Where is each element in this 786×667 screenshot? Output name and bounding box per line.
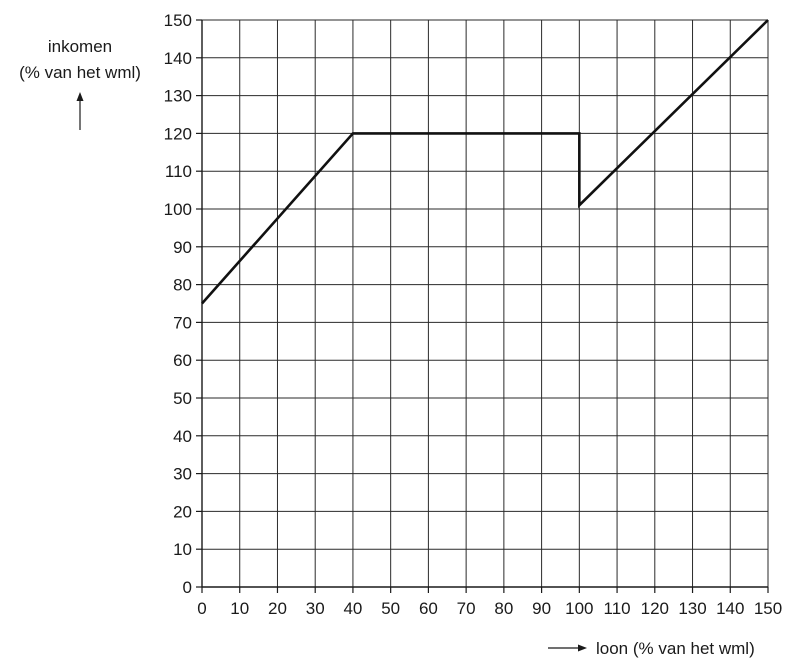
y-tick-label: 100 [164, 200, 192, 219]
y-tick-label: 40 [173, 427, 192, 446]
y-tick-label: 60 [173, 351, 192, 370]
series-line-0 [202, 20, 768, 304]
y-tick-label: 140 [164, 49, 192, 68]
x-tick-label: 60 [419, 599, 438, 618]
x-tick-label: 100 [565, 599, 593, 618]
x-tick-label: 90 [532, 599, 551, 618]
series [202, 20, 768, 304]
y-tick-label: 130 [164, 87, 192, 106]
y-axis-label-line-2: (% van het wml) [19, 63, 141, 82]
x-tick-label: 120 [641, 599, 669, 618]
y-axis-label-line-1: inkomen [48, 37, 112, 56]
x-tick-label: 0 [197, 599, 206, 618]
x-tick-label: 130 [678, 599, 706, 618]
x-tick-label: 70 [457, 599, 476, 618]
tick-labels: 0 10 20 30 40 50 60 70 80 90 100 110 120 130 140 150 0 10… [164, 11, 783, 618]
y-tick-label: 70 [173, 313, 192, 332]
y-axis-arrow-icon [77, 92, 84, 130]
x-axis-label: loon (% van het wml) [596, 639, 755, 658]
x-tick-label: 10 [230, 599, 249, 618]
x-tick-label: 140 [716, 599, 744, 618]
y-tick-label: 50 [173, 389, 192, 408]
y-tick-label: 150 [164, 11, 192, 30]
x-tick-label: 40 [343, 599, 362, 618]
x-tick-label: 150 [754, 599, 782, 618]
x-tick-label: 50 [381, 599, 400, 618]
y-tick-label: 110 [165, 162, 192, 181]
y-tick-label: 10 [173, 540, 192, 559]
y-tick-label: 80 [173, 276, 192, 295]
y-tick-label: 120 [164, 124, 192, 143]
x-tick-label: 80 [494, 599, 513, 618]
y-tick-label: 0 [183, 578, 192, 597]
y-tick-label: 90 [173, 238, 192, 257]
x-axis-arrow-icon [548, 645, 587, 652]
y-tick-label: 20 [173, 502, 192, 521]
x-tick-label: 30 [306, 599, 325, 618]
x-tick-label: 110 [604, 599, 631, 618]
y-tick-label: 30 [173, 465, 192, 484]
x-tick-label: 20 [268, 599, 287, 618]
